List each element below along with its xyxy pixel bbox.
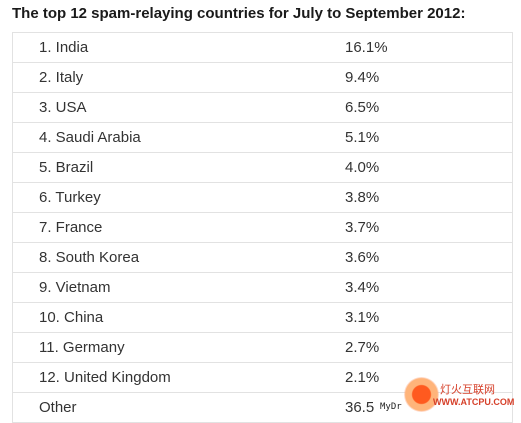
watermark-logo-icon <box>404 377 439 412</box>
watermark-site-name: 灯火互联网 <box>440 384 495 396</box>
percent-cell: 6.5% <box>345 99 380 116</box>
table-row: 3. USA 6.5% <box>13 92 512 122</box>
table-row: 9. Vietnam 3.4% <box>13 272 512 302</box>
table-row: 7. France 3.7% <box>13 212 512 242</box>
percent-cell: 4.0% <box>345 159 380 176</box>
table-row: Other 36.5 <box>13 392 512 422</box>
percent-cell: 2.7% <box>345 339 380 356</box>
percent-cell: 36.5 <box>345 399 375 416</box>
table-row: 12. United Kingdom 2.1% <box>13 362 512 392</box>
percent-cell: 16.1% <box>345 39 388 56</box>
country-cell: 3. USA <box>39 99 87 116</box>
table-row: 6. Turkey 3.8% <box>13 182 512 212</box>
percent-cell: 3.4% <box>345 279 380 296</box>
country-cell: 6. Turkey <box>39 189 101 206</box>
percent-cell: 2.1% <box>345 369 380 386</box>
percent-cell: 3.1% <box>345 309 380 326</box>
percent-cell: 3.6% <box>345 249 380 266</box>
country-cell: 5. Brazil <box>39 159 94 176</box>
percent-cell: 5.1% <box>345 129 380 146</box>
country-cell: 12. United Kingdom <box>39 369 171 386</box>
percent-cell: 9.4% <box>345 69 380 86</box>
table-row: 8. South Korea 3.6% <box>13 242 512 272</box>
country-cell: 1. India <box>39 39 89 56</box>
table-row: 4. Saudi Arabia 5.1% <box>13 122 512 152</box>
watermark-url: WWW.ATCPU.COM <box>433 397 515 407</box>
page-title: The top 12 spam-relaying countries for J… <box>12 5 466 22</box>
country-cell: 7. France <box>39 219 103 236</box>
country-cell: Other <box>39 399 77 416</box>
table-row: 11. Germany 2.7% <box>13 332 512 362</box>
percent-cell: 3.8% <box>345 189 380 206</box>
country-cell: 11. Germany <box>39 339 125 356</box>
country-cell: 9. Vietnam <box>39 279 111 296</box>
country-cell: 10. China <box>39 309 104 326</box>
table-row: 2. Italy 9.4% <box>13 62 512 92</box>
country-cell: 4. Saudi Arabia <box>39 129 141 146</box>
country-cell: 2. Italy <box>39 69 84 86</box>
percent-cell: 3.7% <box>345 219 380 236</box>
table-row: 1. India 16.1% <box>13 33 512 62</box>
table-row: 5. Brazil 4.0% <box>13 152 512 182</box>
spam-countries-table: 1. India 16.1% 2. Italy 9.4% 3. USA 6.5%… <box>12 32 513 423</box>
watermark-tag: MyDr <box>380 402 402 412</box>
table-row: 10. China 3.1% <box>13 302 512 332</box>
country-cell: 8. South Korea <box>39 249 140 266</box>
